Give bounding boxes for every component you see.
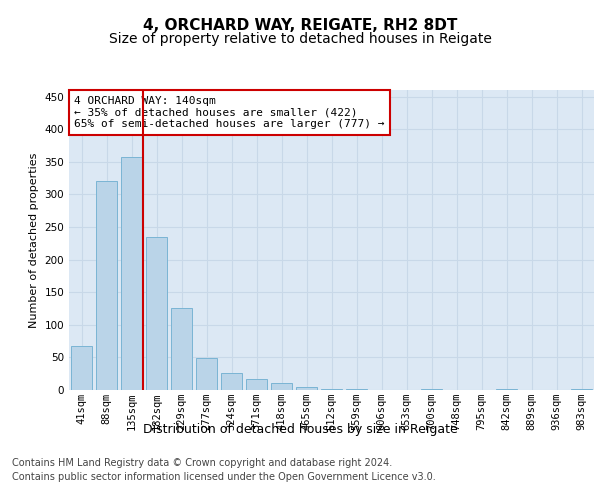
Text: 4, ORCHARD WAY, REIGATE, RH2 8DT: 4, ORCHARD WAY, REIGATE, RH2 8DT xyxy=(143,18,457,32)
Bar xyxy=(221,373,242,390)
Bar xyxy=(71,346,92,390)
Text: Contains public sector information licensed under the Open Government Licence v3: Contains public sector information licen… xyxy=(12,472,436,482)
Text: Distribution of detached houses by size in Reigate: Distribution of detached houses by size … xyxy=(143,422,457,436)
Bar xyxy=(171,308,192,390)
Bar xyxy=(96,182,117,390)
Text: 4 ORCHARD WAY: 140sqm
← 35% of detached houses are smaller (422)
65% of semi-det: 4 ORCHARD WAY: 140sqm ← 35% of detached … xyxy=(74,96,385,129)
Text: Size of property relative to detached houses in Reigate: Size of property relative to detached ho… xyxy=(109,32,491,46)
Bar xyxy=(296,386,317,390)
Text: Contains HM Land Registry data © Crown copyright and database right 2024.: Contains HM Land Registry data © Crown c… xyxy=(12,458,392,468)
Bar xyxy=(121,156,142,390)
Bar xyxy=(146,236,167,390)
Y-axis label: Number of detached properties: Number of detached properties xyxy=(29,152,39,328)
Bar xyxy=(246,379,267,390)
Bar xyxy=(271,383,292,390)
Bar xyxy=(196,358,217,390)
